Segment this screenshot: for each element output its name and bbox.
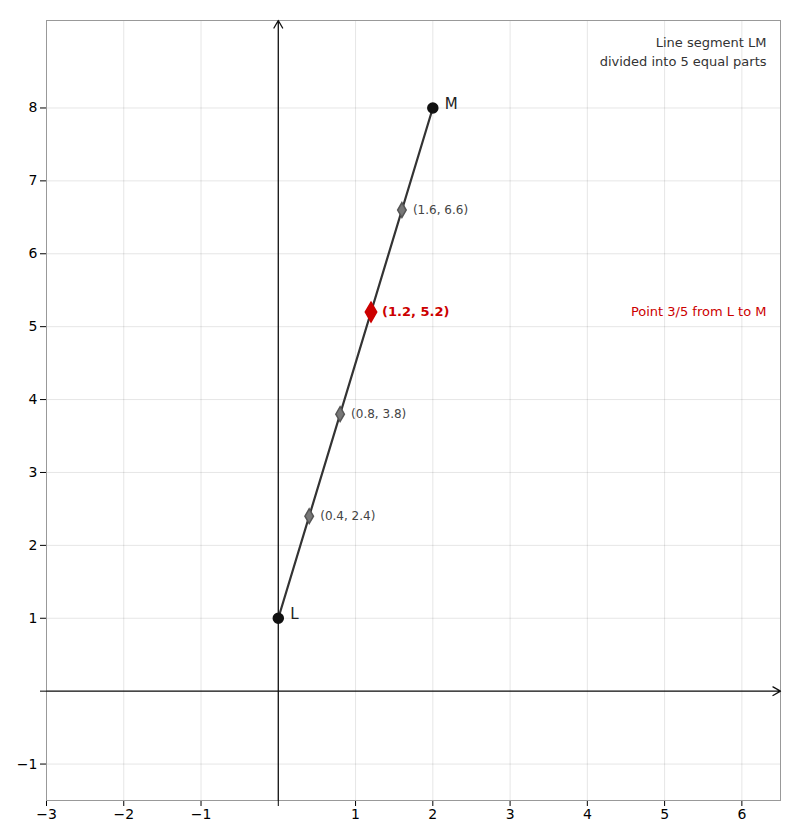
svg-text:2: 2 — [428, 806, 437, 822]
svg-text:−3: −3 — [36, 806, 57, 822]
svg-text:(1.6, 6.6): (1.6, 6.6) — [413, 203, 468, 217]
svg-text:−1: −1 — [17, 756, 38, 772]
svg-text:Point 3/5 from L to M: Point 3/5 from L to M — [631, 304, 767, 319]
svg-text:4: 4 — [583, 806, 592, 822]
svg-text:(1.2, 5.2): (1.2, 5.2) — [382, 304, 449, 319]
svg-text:(0.4, 2.4): (0.4, 2.4) — [320, 509, 375, 523]
svg-text:3: 3 — [506, 806, 515, 822]
svg-text:Line segment LMdivided into 5: Line segment LMdivided into 5 equal part… — [600, 35, 767, 68]
svg-text:8: 8 — [29, 99, 38, 115]
svg-text:2: 2 — [29, 537, 38, 553]
svg-text:5: 5 — [660, 806, 669, 822]
svg-text:5: 5 — [29, 318, 38, 334]
svg-text:−2: −2 — [113, 806, 134, 822]
svg-text:1: 1 — [29, 610, 38, 626]
svg-text:−1: −1 — [191, 806, 212, 822]
svg-text:4: 4 — [29, 391, 38, 407]
svg-text:M: M — [445, 95, 458, 113]
svg-text:6: 6 — [29, 245, 38, 261]
svg-text:1: 1 — [351, 806, 360, 822]
svg-text:L: L — [290, 605, 299, 623]
svg-text:7: 7 — [29, 172, 38, 188]
svg-text:3: 3 — [29, 464, 38, 480]
svg-text:6: 6 — [737, 806, 746, 822]
svg-text:(0.8, 3.8): (0.8, 3.8) — [351, 407, 406, 421]
